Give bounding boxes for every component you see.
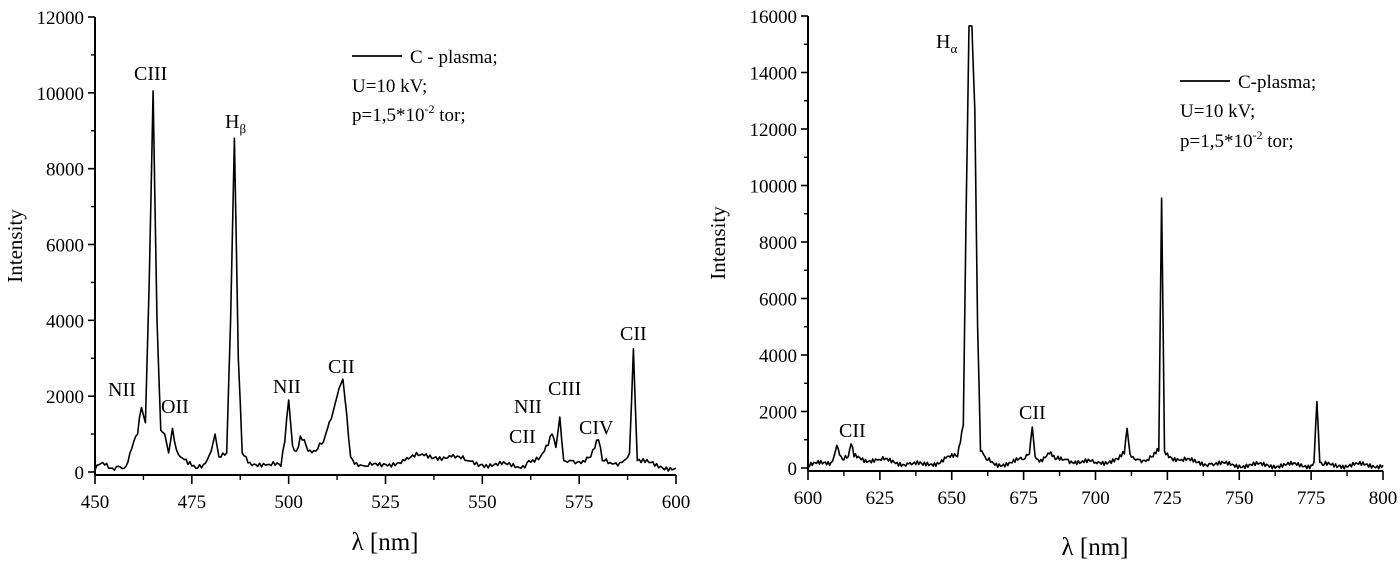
- right-plot-line: [807, 25, 1384, 470]
- y-tick-label: 6000: [46, 236, 84, 257]
- left-y-axis-title: Intensity: [3, 209, 27, 283]
- legend-voltage: U=10 kV;: [352, 76, 427, 97]
- right-y-axis-title: Intensity: [706, 206, 730, 280]
- y-tick-label: 8000: [759, 233, 797, 254]
- legend-series-label: C - plasma;: [410, 47, 498, 68]
- y-tick-label: 0: [75, 463, 85, 484]
- right-chart: 0 2000 4000 6000 8000 10000 12000 14000 16000 600…: [706, 7, 1397, 561]
- x-tick-label: 625: [866, 488, 895, 509]
- x-tick-label: 550: [468, 492, 497, 513]
- peak-label-civ: CIV: [579, 417, 614, 439]
- legend-voltage: U=10 kV;: [1180, 101, 1255, 122]
- y-tick-label: 12000: [37, 8, 85, 29]
- x-tick-label: 700: [1081, 488, 1110, 509]
- peak-label-nii: NII: [108, 379, 136, 401]
- y-tick-label: 4000: [759, 346, 797, 367]
- legend-pressure: p=1,5*10-2 tor;: [1180, 128, 1294, 152]
- x-tick-label: 500: [274, 492, 303, 513]
- peak-label-cii: CII: [509, 426, 536, 448]
- x-tick-label: 475: [178, 492, 207, 513]
- peak-label-nii: NII: [514, 396, 542, 418]
- peak-label-cii: CII: [839, 420, 866, 442]
- legend-series-label: C-plasma;: [1238, 72, 1316, 93]
- x-tick-label: 575: [565, 492, 594, 513]
- peak-label-cii: CII: [620, 323, 647, 345]
- x-tick-label: 450: [81, 492, 110, 513]
- y-tick-label: 16000: [750, 7, 798, 28]
- spectrum-line: [94, 90, 677, 472]
- peak-label-cii: CII: [1019, 402, 1046, 424]
- y-tick-label: 0: [788, 459, 798, 480]
- x-tick-label: 775: [1297, 488, 1326, 509]
- right-x-axis-title: λ [nm]: [1062, 534, 1129, 561]
- y-tick-label: 8000: [46, 160, 84, 181]
- y-tick-label: 10000: [750, 177, 798, 198]
- peak-label-ciii: CIII: [548, 378, 581, 400]
- x-tick-label: 675: [1009, 488, 1038, 509]
- x-tick-label: 725: [1153, 488, 1182, 509]
- peak-label-ciii: CIII: [134, 63, 167, 85]
- right-legend: C-plasma; U=10 kV; p=1,5*10-2 tor;: [1180, 72, 1316, 152]
- right-axes: 0 2000 4000 6000 8000 10000 12000 14000 16000 600…: [750, 7, 1398, 509]
- y-tick-label: 12000: [750, 120, 798, 141]
- peak-label-hbeta: Hβ: [225, 111, 246, 136]
- left-axes: 0 2000 4000 6000 8000 10000 12000 450 475 500 525 5…: [37, 8, 691, 513]
- x-tick-label: 800: [1369, 488, 1398, 509]
- y-tick-label: 2000: [759, 403, 797, 424]
- left-plot-line: [94, 90, 677, 472]
- y-tick-label: 14000: [750, 64, 798, 85]
- x-tick-label: 600: [662, 492, 691, 513]
- x-tick-label: 650: [938, 488, 967, 509]
- peak-label-halpha: Hα: [936, 31, 957, 56]
- legend-pressure: p=1,5*10-2 tor;: [352, 102, 466, 126]
- y-tick-label: 4000: [46, 311, 84, 332]
- left-chart: 0 2000 4000 6000 8000 10000 12000 450 475 500 525 5…: [3, 8, 690, 556]
- left-x-axis-title: λ [nm]: [352, 529, 419, 556]
- spectrum-line: [807, 25, 1384, 470]
- peak-label-nii: NII: [273, 376, 301, 398]
- y-tick-label: 6000: [759, 290, 797, 311]
- x-tick-label: 750: [1225, 488, 1254, 509]
- y-tick-label: 2000: [46, 387, 84, 408]
- x-tick-label: 525: [371, 492, 400, 513]
- y-tick-label: 10000: [37, 84, 85, 105]
- peak-label-oii: OII: [161, 396, 189, 418]
- x-tick-label: 600: [794, 488, 823, 509]
- left-legend: C - plasma; U=10 kV; p=1,5*10-2 tor;: [352, 47, 498, 126]
- peak-label-cii: CII: [328, 356, 355, 378]
